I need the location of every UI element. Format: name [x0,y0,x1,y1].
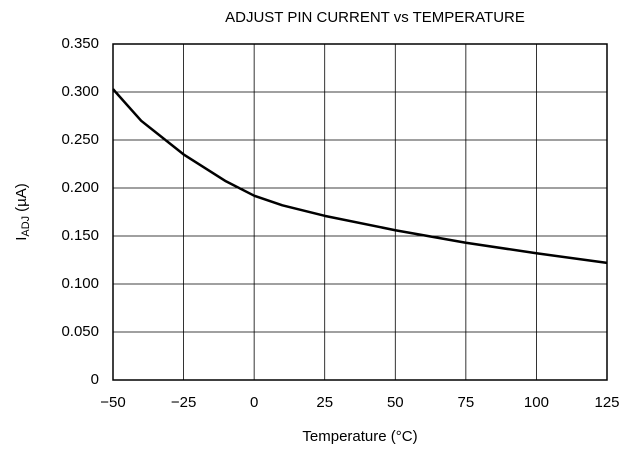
x-tick-label: 125 [594,394,619,411]
y-label-main: I [13,237,30,241]
y-tick-label: 0.350 [61,35,99,52]
x-tick-label: 50 [387,394,404,411]
x-tick-label: −50 [100,394,125,411]
y-label-unit: (µA) [13,183,30,212]
x-tick-label: 75 [458,394,475,411]
y-tick-label: 0.050 [61,323,99,340]
y-tick-label: 0.150 [61,227,99,244]
x-tick-label: 0 [250,394,258,411]
y-tick-label: 0.200 [61,179,99,196]
y-tick-label: 0.300 [61,83,99,100]
x-tick-label: 25 [316,394,333,411]
plot-frame [112,43,608,381]
y-axis-label: IADJ (µA) [13,183,32,241]
x-tick-label: −25 [171,394,196,411]
data-line [112,88,608,265]
y-label-sub: ADJ [20,216,32,237]
x-axis-label: Temperature (°C) [302,428,417,445]
x-tick-label: 100 [524,394,549,411]
chart-title: ADJUST PIN CURRENT vs TEMPERATURE [225,9,525,26]
y-tick-label: 0.100 [61,275,99,292]
y-tick-label: 0.250 [61,131,99,148]
y-tick-label: 0 [91,371,99,388]
